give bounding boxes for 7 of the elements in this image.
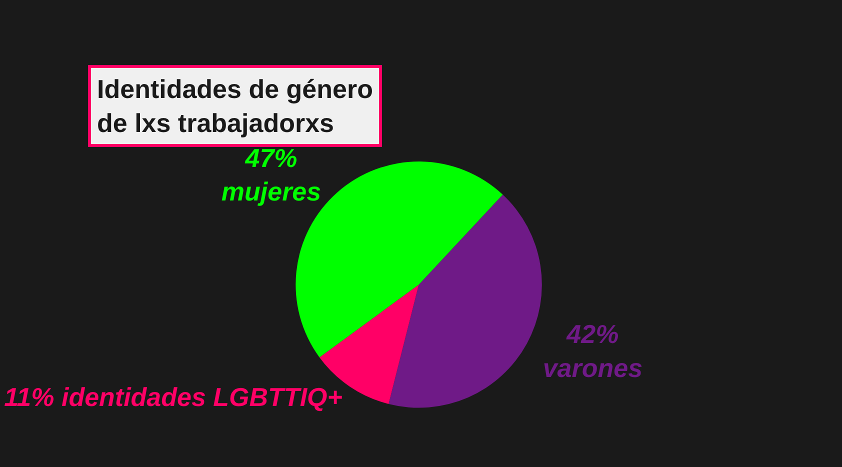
pie-slice	[388, 194, 542, 408]
chart-title: Identidades de género de lxs trabajadorxs	[97, 74, 373, 138]
slice-label: 11% identidades LGBTTIQ+	[4, 382, 342, 412]
slice-label: mujeres	[221, 176, 322, 207]
data-label: 47%	[244, 142, 298, 173]
slice-label: varones	[542, 352, 643, 383]
data-label: 42%	[566, 318, 619, 349]
